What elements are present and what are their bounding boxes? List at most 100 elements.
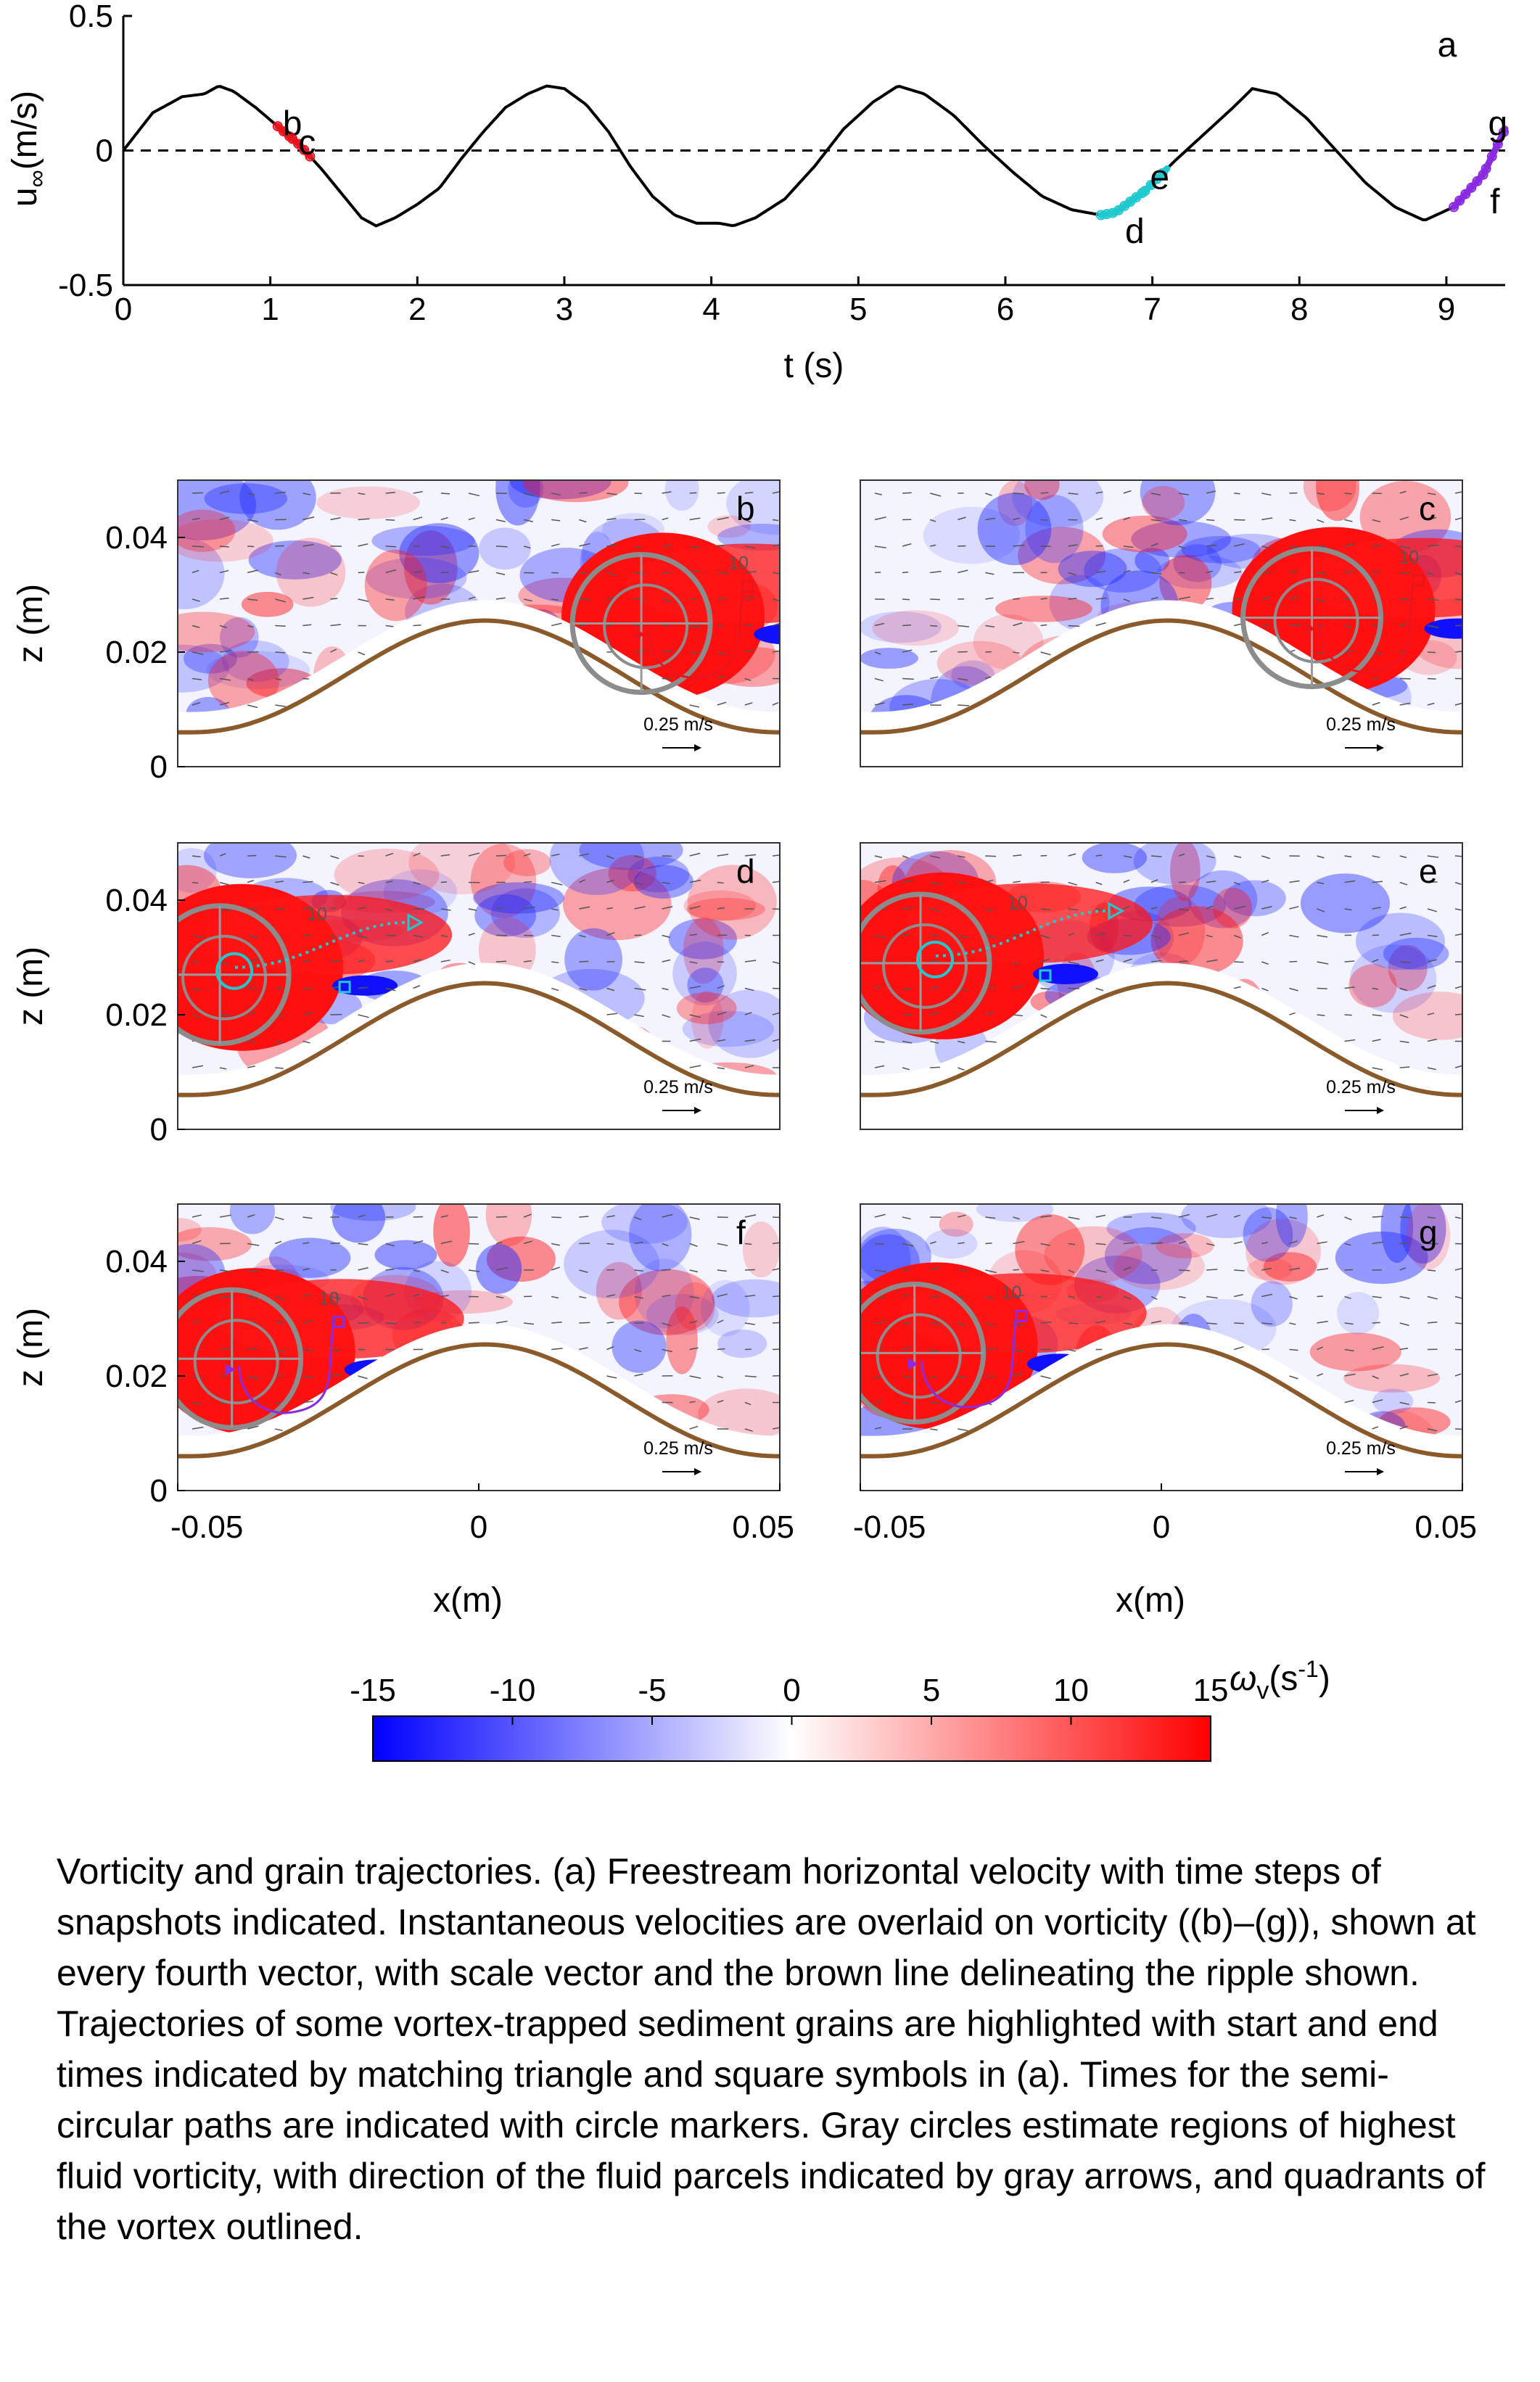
velocity-vector [413,625,421,627]
velocity-vector [1399,1014,1409,1018]
velocity-vector [930,1322,942,1326]
velocity-vector [772,854,780,857]
velocity-vector [1095,545,1103,547]
velocity-vector [579,853,589,857]
velocity-vector [874,677,884,682]
velocity-vector [302,1401,314,1404]
velocity-vector [606,572,617,576]
velocity-vector [634,881,643,886]
velocity-vector [1234,1214,1240,1218]
velocity-vector [1399,1267,1407,1271]
velocity-vector [930,960,940,963]
vorticity-patch [470,843,537,918]
velocity-vector [275,855,287,858]
ripple-profile [860,981,1462,1097]
velocity-vector [330,881,339,886]
velocity-vector [985,572,995,575]
velocity-vector [1427,1269,1436,1272]
vortex-tail [217,1279,464,1359]
vorticity-patch [510,480,612,500]
velocity-vector [247,1213,255,1218]
velocity-vector [1372,1216,1383,1218]
vorticity-patch [1142,486,1185,520]
velocity-vector [192,855,201,858]
velocity-vector [958,1040,965,1044]
velocity-vector [413,571,422,574]
vorticity-patch [939,1211,973,1237]
velocity-vector [495,1320,508,1324]
vorticity-patch [485,1204,532,1247]
velocity-vector [1095,854,1103,857]
velocity-vector [1068,572,1076,576]
velocity-vector [440,881,448,883]
velocity-vector [1289,1322,1296,1325]
vorticity-patch [1133,843,1216,885]
velocity-vector [1123,905,1130,910]
grain-trajectory [1305,574,1425,674]
velocity-vector [902,624,911,627]
velocity-vector [247,1012,255,1015]
vorticity-patch [178,1218,202,1242]
velocity-vector [1040,1375,1051,1380]
velocity-vector [579,519,587,523]
velocity-vector [744,519,752,523]
panel-letter-e: e [1419,852,1438,890]
vorticity-patch [479,527,531,570]
bed-mask [178,600,780,767]
vorticity-patch [241,591,294,617]
velocity-vector [1095,1242,1106,1245]
velocity-vector [1372,519,1381,523]
velocity-vector [606,1269,615,1271]
velocity-vector [606,987,614,992]
velocity-vector [302,493,311,495]
velocity-vector [744,1322,755,1325]
velocity-vector [958,1242,965,1245]
vorticity-panel-e: 10 e 0.25 m/s [860,842,1463,1130]
velocity-vector [579,987,588,992]
velocity-vector [440,516,448,521]
velocity-vector [662,1348,672,1353]
velocity-vector [1206,1213,1218,1218]
velocity-vector [302,1293,311,1298]
velocity-vector [1123,545,1134,548]
velocity-vector [496,1216,507,1218]
velocity-vector [579,598,590,601]
vorticity-patch [562,868,672,941]
velocity-vector [717,1375,724,1379]
velocity-vector [220,545,229,548]
velocity-vector [1454,1267,1462,1271]
velocity-vector [1123,1266,1132,1271]
vorticity-patch [1245,1218,1322,1285]
colorbar-tick-label: 5 [923,1673,940,1708]
velocity-vector [1372,1295,1382,1298]
velocity-vector [1095,491,1103,494]
vortex-tail [899,1273,1147,1353]
velocity-vector [219,1067,227,1070]
velocity-vector [689,985,701,989]
velocity-vector [385,569,397,574]
vorticity-patch [634,1258,694,1329]
velocity-vector [247,1347,258,1351]
vorticity-patch [1343,1364,1441,1393]
velocity-vector [551,519,561,522]
velocity-vector [1427,1321,1438,1324]
velocity-vector [1179,1269,1190,1272]
velocity-vector [1289,960,1298,963]
velocity-vector [551,908,559,911]
panel-letter-b: b [736,490,755,527]
velocity-vector [330,517,341,521]
velocity-vector [902,1346,911,1351]
velocity-vector [930,571,942,574]
velocity-vector [1013,1294,1024,1298]
velocity-vector [1317,625,1324,627]
velocity-vector [551,853,560,857]
velocity-vector [1427,1295,1438,1300]
velocity-vector [1372,677,1379,680]
velocity-vector [902,704,913,706]
vorticity-patch [1012,480,1104,528]
velocity-vector [606,518,617,521]
velocity-vector [1344,1295,1351,1300]
velocity-vector [1344,1242,1351,1246]
colorbar-tick-label: 10 [1053,1673,1089,1708]
